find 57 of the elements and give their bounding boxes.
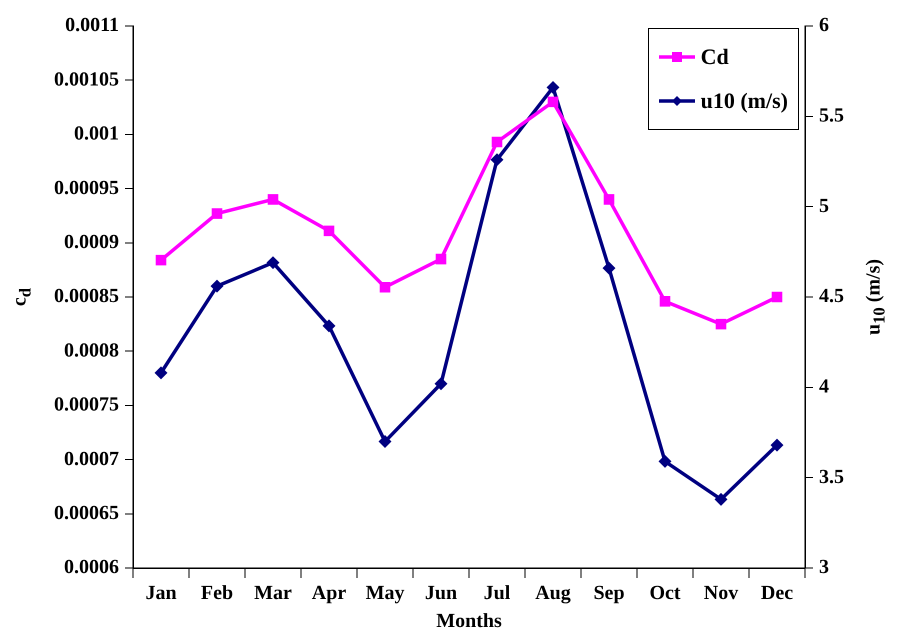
y2-tick-label: 6 (819, 14, 829, 36)
y2-tick-label: 5 (819, 194, 829, 217)
y-tick-label: 0.0011 (65, 14, 119, 36)
x-tick-label: Dec (760, 582, 794, 604)
x-axis-title: Months (436, 610, 502, 632)
x-tick-label: Jan (145, 582, 177, 604)
x-tick-label: Feb (200, 582, 234, 604)
point (604, 194, 614, 205)
y-tick-label: 0.0009 (64, 230, 119, 253)
y-tick-label: 0.00085 (54, 285, 119, 308)
point (212, 208, 222, 219)
y2-tick-label: 4 (819, 376, 829, 398)
legend-label: u10 (m/s) (700, 88, 788, 114)
x-tick-label: Apr (312, 582, 346, 604)
x-tick-label: Oct (649, 582, 681, 604)
point (435, 378, 447, 390)
y-tick-label: 0.0008 (64, 339, 119, 362)
point (492, 136, 502, 148)
point (211, 280, 223, 292)
y2-tick-label: 3 (819, 556, 829, 578)
point (379, 436, 391, 448)
y-tick-label: 0.00065 (54, 502, 119, 524)
y2-tick-label: 4.5 (819, 285, 844, 308)
point (323, 320, 335, 332)
point (772, 292, 782, 302)
point (436, 254, 446, 264)
point (660, 296, 670, 307)
point (380, 282, 390, 293)
point (548, 96, 558, 108)
point (267, 256, 279, 268)
point (155, 367, 167, 379)
x-tick-label: Aug (535, 582, 571, 604)
x-tick-label: Nov (704, 582, 738, 604)
y-tick-label: 0.001 (74, 122, 119, 145)
y2-tick-label: 3.5 (819, 466, 844, 488)
y-tick-label: 0.0007 (64, 448, 119, 470)
y2-tick-label: 5.5 (819, 104, 844, 127)
x-tick-label: Jul (484, 582, 511, 604)
point (547, 82, 559, 94)
x-tick-label: May (366, 582, 404, 604)
point (716, 318, 726, 330)
x-tick-label: Sep (593, 582, 625, 604)
point (268, 194, 278, 205)
point (156, 254, 166, 266)
point (715, 494, 727, 506)
legend-label: Cd (700, 44, 729, 70)
point (771, 439, 783, 451)
y-tick-label: 0.00105 (54, 68, 119, 90)
x-tick-label: Mar (254, 582, 292, 604)
y-tick-label: 0.00075 (54, 394, 119, 416)
point (659, 456, 671, 468)
y-tick-label: 0.0006 (64, 556, 119, 578)
y-tick-label: 0.00095 (54, 176, 119, 199)
point (491, 154, 503, 166)
point (324, 226, 334, 236)
point (603, 262, 615, 274)
x-tick-label: Jun (424, 582, 458, 604)
